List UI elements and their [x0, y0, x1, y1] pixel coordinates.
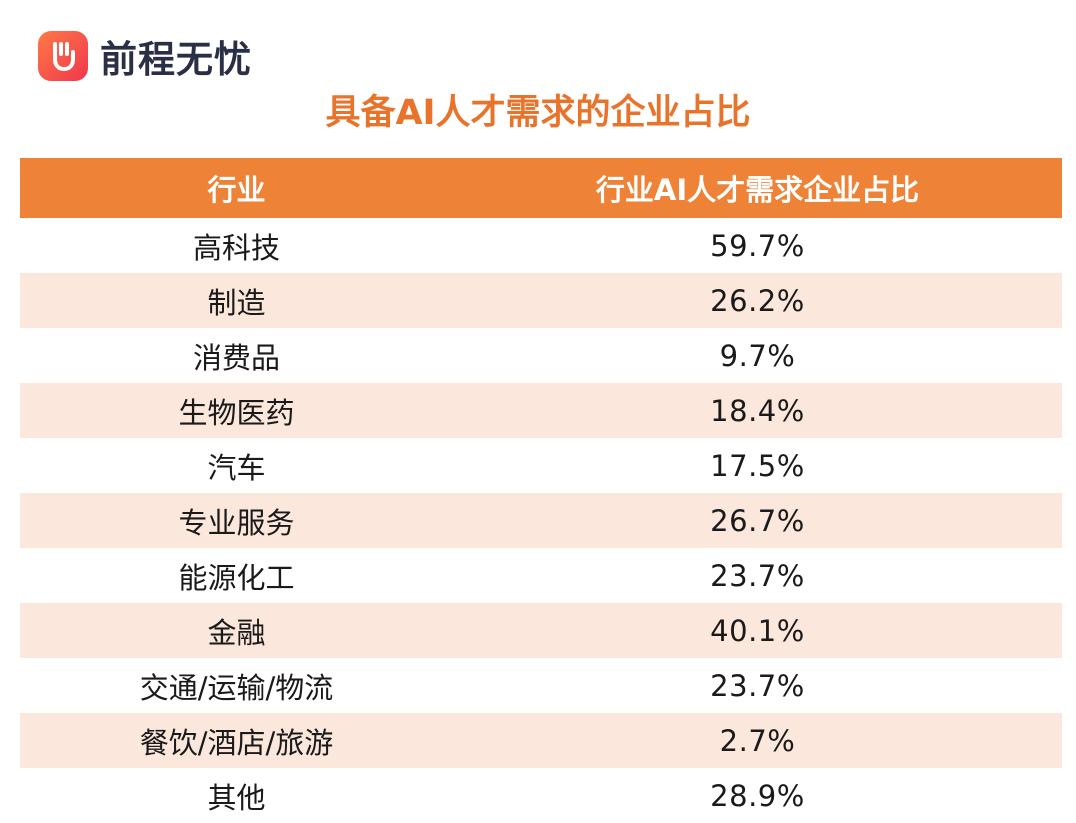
table-body: 高科技 59.7% 制造 26.2% 消费品 9.7% 生物医药 18.4% 汽车 17.5% 专业…: [20, 218, 1062, 823]
cell-industry: 其他: [207, 780, 266, 815]
cell-ratio: 23.7%: [710, 668, 805, 703]
brand-name: 前程无忧: [100, 38, 252, 81]
cell-industry: 高科技: [192, 230, 280, 265]
table-row: 餐饮/酒店/旅游 2.7%: [20, 713, 1062, 768]
cell-industry: 交通/运输/物流: [139, 670, 334, 705]
table-row: 金融 40.1%: [20, 603, 1062, 658]
header-industry: 行业: [207, 173, 266, 207]
table-row: 汽车 17.5%: [20, 438, 1062, 493]
cell-industry: 消费品: [192, 340, 280, 375]
cell-ratio: 18.4%: [710, 393, 805, 428]
cell-industry: 餐饮/酒店/旅游: [139, 725, 334, 760]
table-row: 交通/运输/物流 23.7%: [20, 658, 1062, 713]
table-row: 专业服务 26.7%: [20, 493, 1062, 548]
table-row: 能源化工 23.7%: [20, 548, 1062, 603]
cell-industry: 生物医药: [178, 395, 295, 430]
data-table: 行业 行业AI人才需求企业占比 高科技 59.7% 制造 26.2% 消费品 9.7% 生物…: [20, 158, 1062, 823]
cell-ratio: 23.7%: [710, 558, 805, 593]
cell-ratio: 26.2%: [710, 283, 805, 318]
table-header: 行业 行业AI人才需求企业占比: [20, 158, 1062, 218]
cell-ratio: 2.7%: [719, 723, 796, 758]
cell-ratio: 26.7%: [710, 503, 805, 538]
table-row: 其他 28.9%: [20, 768, 1062, 823]
cell-ratio: 59.7%: [710, 228, 805, 263]
table-row: 高科技 59.7%: [20, 218, 1062, 273]
brand: 前程无忧: [38, 30, 252, 82]
cell-ratio: 17.5%: [710, 448, 805, 483]
table-row: 制造 26.2%: [20, 273, 1062, 328]
cell-industry: 制造: [207, 285, 266, 320]
cell-industry: 金融: [207, 615, 266, 650]
cell-ratio: 28.9%: [710, 778, 805, 813]
cell-industry: 汽车: [207, 450, 266, 485]
header-ratio: 行业AI人才需求企业占比: [595, 173, 920, 207]
cell-industry: 能源化工: [178, 560, 295, 595]
cell-ratio: 40.1%: [710, 613, 805, 648]
cell-ratio: 9.7%: [719, 338, 796, 373]
table-row: 消费品 9.7%: [20, 328, 1062, 383]
chart-title: 具备AI人才需求的企业占比: [325, 93, 751, 133]
table-row: 生物医药 18.4%: [20, 383, 1062, 438]
cell-industry: 专业服务: [178, 505, 295, 540]
brand-logo-icon: [38, 31, 88, 81]
